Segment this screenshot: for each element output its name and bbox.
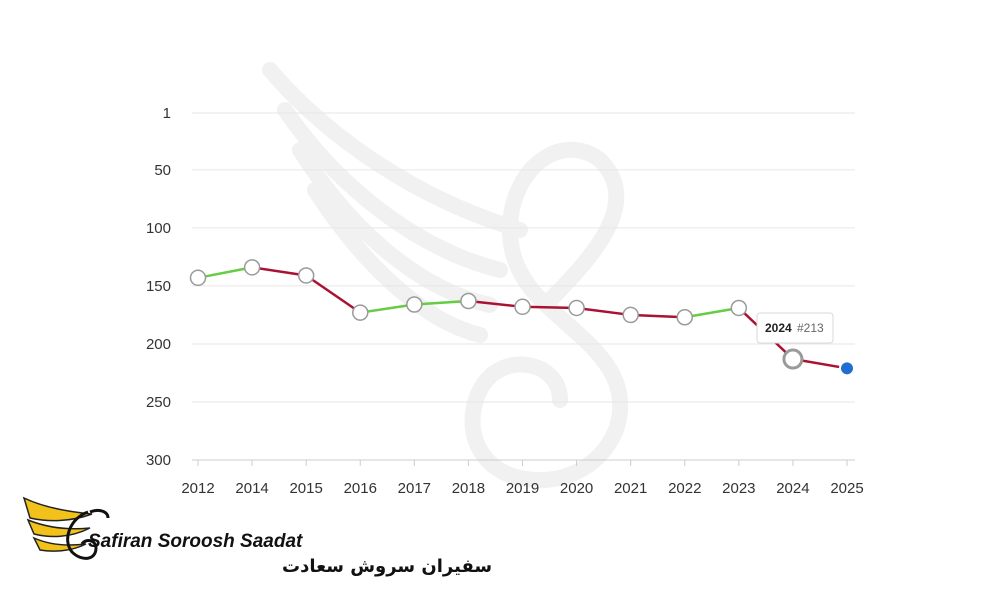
x-tick-label: 2018 [452,480,485,497]
y-tick-label: 150 [146,278,171,295]
tooltip-year: 2024 [765,321,792,335]
series-segment [196,266,254,280]
x-tick-label: 2014 [235,480,268,497]
data-point [460,292,477,310]
data-point [243,259,261,276]
wing-logo-icon [22,496,93,552]
series-segment [575,306,632,317]
data-point [730,299,748,317]
tooltip: 2024 #213 [756,312,834,344]
brand-name-en: Safiran Soroosh Saadat [88,531,303,552]
series-segment [250,266,308,277]
x-tick-label: 2023 [722,480,755,497]
swan-logo-icon [66,508,110,560]
y-tick-label: 100 [146,220,171,237]
x-tick-label: 2016 [344,480,377,497]
series-segment [521,305,578,310]
watermark-logo [262,62,629,489]
x-tick-label: 2017 [398,480,431,497]
grid-lines [192,112,855,461]
tooltip-rank: #213 [797,321,824,335]
brand-logo: Safiran Soroosh Saadat سفیران سروش سعادت [22,496,492,577]
series-segment [359,303,416,314]
y-tick-label: 1 [163,105,171,122]
series-segment [683,306,741,319]
data-point [782,348,804,370]
data-point [676,309,693,326]
data-point [622,306,639,324]
y-tick-label: 50 [154,162,171,179]
x-tick-label: 2012 [181,480,214,497]
series-segment [413,299,470,306]
series-segment [467,299,524,309]
series-points [189,259,855,377]
data-point [352,304,369,321]
x-tick-label: 2021 [614,480,647,497]
data-point [189,269,207,287]
x-axis: 2012 2014 2015 2016 2017 2018 2019 2020 2021 2022… [181,460,864,497]
x-tick-label: 2022 [668,480,701,497]
data-point [297,267,315,284]
series-segment [304,274,362,314]
brand-name-fa: سفیران سروش سعادت [282,556,492,577]
data-point [568,299,585,317]
data-point [406,296,423,313]
data-point [514,298,531,316]
series-segment [629,313,686,319]
y-tick-label: 200 [146,336,171,353]
x-tick-label: 2024 [776,480,809,497]
x-tick-label: 2025 [830,480,863,497]
y-tick-label: 300 [146,452,171,469]
y-tick-label: 250 [146,394,171,411]
x-tick-label: 2019 [506,480,539,497]
x-tick-label: 2020 [560,480,593,497]
x-tick-label: 2015 [289,480,322,497]
data-point [839,360,855,377]
